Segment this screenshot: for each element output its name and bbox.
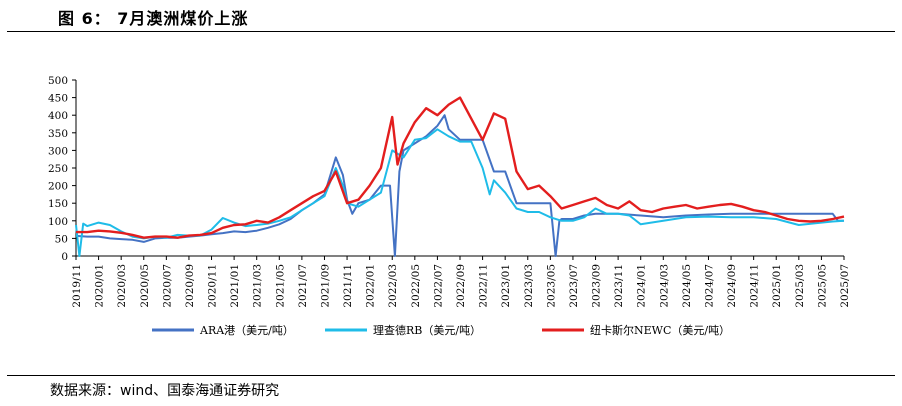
y-tick-label: 0	[61, 251, 68, 263]
x-tick-label: 2020/07	[161, 264, 173, 308]
x-tick-label: 2020/03	[116, 264, 128, 308]
x-tick-label: 2024/05	[681, 264, 693, 308]
x-tick-label: 2023/05	[545, 264, 557, 308]
x-tick-label: 2023/03	[523, 264, 535, 308]
x-tick-label: 2021/11	[342, 264, 354, 308]
y-tick-label: 500	[48, 75, 68, 87]
x-tick-label: 2022/05	[410, 264, 422, 308]
x-tick-label: 2025/05	[816, 264, 828, 308]
x-tick-label: 2019/11	[71, 264, 83, 308]
y-tick-label: 450	[48, 93, 68, 105]
x-tick-label: 2021/05	[274, 264, 286, 308]
x-tick-label: 2023/01	[500, 264, 512, 308]
y-tick-label: 200	[48, 181, 68, 193]
x-tick-label: 2025/03	[794, 264, 806, 308]
x-tick-label: 2022/01	[365, 264, 377, 308]
top-rule	[7, 31, 895, 32]
x-tick-label: 2024/09	[726, 264, 738, 308]
source-note: 数据来源：wind、国泰海通证券研究	[50, 383, 280, 399]
x-tick-label: 2021/07	[297, 264, 309, 308]
series-layer	[75, 96, 845, 257]
y-tick-label: 250	[48, 163, 68, 175]
y-axis: 0 50 100 150 200 250 300 350 400 450 500	[48, 75, 77, 263]
x-tick-label: 2023/09	[591, 264, 603, 308]
y-tick-label: 150	[48, 198, 68, 210]
x-tick-label: 2021/09	[319, 264, 331, 308]
y-tick-label: 100	[48, 216, 68, 228]
x-tick-label: 2024/11	[749, 264, 761, 308]
x-tick-label: 2020/11	[207, 264, 219, 308]
legend: ARA港（美元/吨） 理查德RB（美元/吨） 纽卡斯尔NEWC（美元/吨）	[152, 323, 730, 337]
figure-title: 图 6： 7月澳洲煤价上涨	[58, 9, 249, 28]
x-tick-label: 2024/07	[703, 264, 715, 308]
y-tick-label: 50	[55, 233, 68, 245]
x-tick-label: 2022/03	[387, 264, 399, 308]
legend-label-1: ARA港（美元/吨）	[199, 324, 294, 337]
x-tick-label: 2020/05	[139, 264, 151, 308]
x-tick-label: 2021/03	[252, 264, 264, 308]
x-tick-label: 2025/01	[771, 264, 783, 308]
x-tick-label: 2024/01	[636, 264, 648, 308]
y-tick-label: 300	[48, 145, 68, 157]
x-tick-label: 2022/09	[455, 264, 467, 308]
x-tick-label: 2023/07	[568, 264, 580, 308]
y-tick-label: 350	[48, 128, 68, 140]
x-tick-label: 2023/11	[613, 264, 625, 308]
y-tick-label: 400	[48, 110, 68, 122]
bottom-rule	[7, 375, 895, 376]
x-tick-label: 2024/03	[658, 264, 670, 308]
x-axis: 2019/11 2020/01 2020/03 2020/05 2020/07 2020/…	[71, 255, 851, 308]
x-tick-label: 2022/07	[432, 264, 444, 308]
series-line-2	[75, 128, 845, 257]
x-tick-label: 2025/07	[839, 264, 851, 308]
series-line-3	[76, 96, 845, 239]
x-tick-label: 2020/01	[94, 264, 106, 308]
legend-label-3: 纽卡斯尔NEWC（美元/吨）	[590, 323, 730, 337]
x-tick-label: 2021/01	[229, 264, 241, 308]
legend-label-2: 理查德RB（美元/吨）	[373, 323, 481, 337]
x-tick-label: 2020/09	[184, 264, 196, 308]
x-tick-label: 2022/11	[478, 264, 490, 308]
